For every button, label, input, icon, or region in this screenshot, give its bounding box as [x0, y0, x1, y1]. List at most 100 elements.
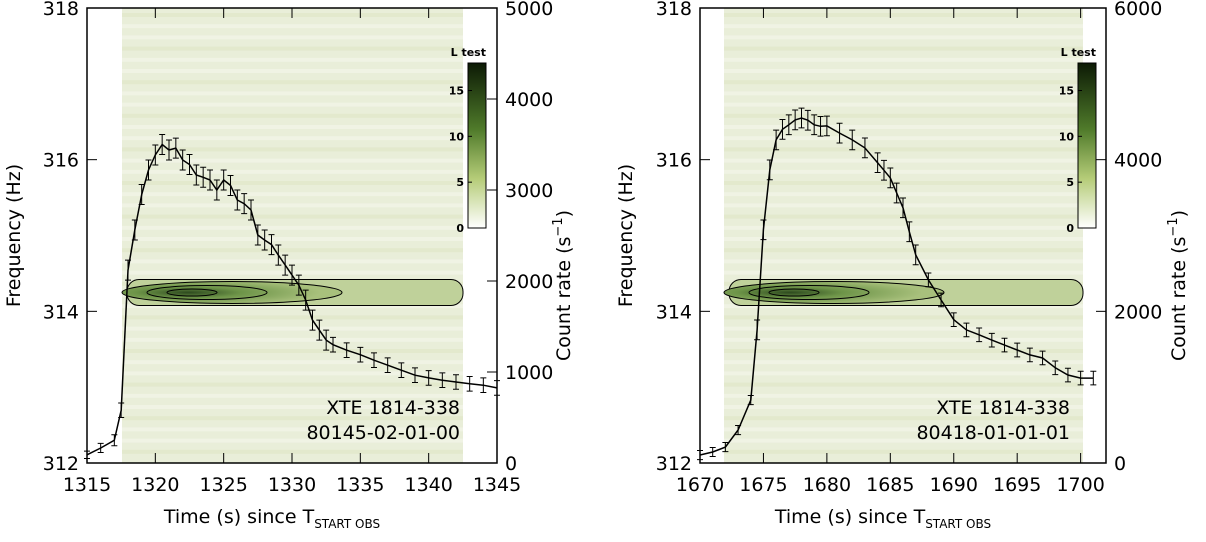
error-bar — [357, 346, 364, 363]
y-tick-label: 314 — [656, 301, 692, 323]
error-bar — [773, 129, 780, 151]
x-axis-label: Time (s) since TSTART OBS — [163, 506, 380, 531]
y2-axis-label-sup: −1 — [551, 217, 566, 236]
spectrum-streak — [122, 80, 463, 85]
annotation: 80145-02-01-00 — [306, 422, 460, 444]
x-tick-label: 1335 — [336, 474, 384, 496]
error-bar — [248, 199, 254, 221]
spectrum-streak — [122, 416, 463, 421]
error-bar — [976, 327, 983, 343]
error-bar — [275, 244, 282, 266]
error-bar — [709, 446, 716, 458]
spectrum-streak — [122, 91, 463, 96]
spectrum-streak — [122, 259, 463, 264]
y2-axis-label-main: Count rate (s — [553, 237, 575, 361]
error-bar — [152, 144, 159, 166]
error-bar — [384, 357, 391, 373]
error-bar — [1026, 347, 1033, 363]
spectrum-streak — [724, 416, 1083, 421]
spectrum-streak — [122, 427, 463, 432]
error-bar — [398, 362, 405, 378]
error-bar — [747, 395, 754, 406]
y2-axis-label-sup: −1 — [1166, 217, 1181, 236]
spectrum-streak — [122, 102, 463, 107]
error-bar — [343, 342, 350, 358]
x-tick-label: 1695 — [993, 474, 1041, 496]
x-tick-label: 1685 — [866, 474, 914, 496]
x-tick-label: 1690 — [930, 474, 978, 496]
signal-contour — [146, 285, 268, 300]
error-bar — [118, 402, 125, 418]
spectrum-streak — [724, 57, 1083, 62]
error-bar — [145, 159, 152, 181]
spectrum-streak — [724, 91, 1083, 96]
x-axis-label-sub: START OBS — [925, 517, 991, 531]
spectrum-streak — [724, 24, 1083, 29]
error-bar — [138, 184, 145, 206]
error-bar — [261, 229, 268, 251]
y2-tick-label: 4000 — [1114, 150, 1162, 172]
spectrum-streak — [122, 35, 463, 40]
error-bar — [1014, 342, 1021, 358]
signal-contour — [748, 285, 870, 300]
x-axis-label-main: Time (s) since T — [774, 506, 926, 528]
error-bar — [817, 115, 824, 137]
y-axis-label: Frequency (Hz) — [3, 164, 25, 307]
error-bar — [779, 118, 786, 140]
spectrum-streak — [122, 449, 463, 454]
y2-axis-label-end: ) — [1168, 210, 1190, 217]
error-bar — [234, 189, 241, 211]
x-tick-label: 1680 — [803, 474, 851, 496]
spectrum-streak — [122, 337, 463, 342]
error-bar — [480, 377, 487, 393]
error-bar — [166, 139, 172, 161]
spectrum-streak — [122, 371, 463, 376]
spectrum-streak — [122, 304, 463, 309]
y-tick-label: 318 — [43, 0, 79, 20]
error-bar — [1077, 370, 1084, 386]
error-bar — [792, 109, 799, 131]
y-tick-label: 316 — [656, 150, 692, 172]
error-bar — [159, 133, 166, 156]
spectrum-streak — [122, 192, 463, 197]
spectrum-streak — [122, 158, 463, 163]
y-axis-label: Frequency (Hz) — [615, 164, 637, 307]
colorbar-tick-label: 10 — [449, 130, 465, 143]
spectrum-streak — [122, 393, 463, 398]
error-bar — [309, 309, 316, 331]
x-tick-label: 1670 — [676, 474, 724, 496]
spectrum-streak — [724, 248, 1083, 253]
spectrum-streak — [724, 181, 1083, 185]
spectrum-streak — [122, 57, 463, 62]
error-bar — [323, 329, 330, 351]
annotation: XTE 1814-338 — [326, 397, 460, 419]
y-tick-label: 318 — [656, 0, 692, 20]
error-bar — [330, 336, 336, 353]
spectrum-streak — [724, 237, 1083, 241]
spectrum-streak — [122, 225, 463, 230]
x-tick-label: 1330 — [268, 474, 316, 496]
spectrum-streak — [122, 113, 463, 118]
spectrum-streak — [724, 158, 1083, 163]
y-tick-label: 316 — [43, 150, 79, 172]
error-bar — [268, 234, 275, 256]
spectrum-streak — [122, 181, 463, 185]
error-bar — [785, 114, 792, 136]
spectrum-streak — [724, 393, 1083, 398]
spectrum-streak — [122, 136, 463, 141]
y2-tick-label: 1000 — [505, 362, 553, 384]
error-bar — [880, 159, 887, 181]
error-bar — [1001, 337, 1008, 353]
colorbar-label: L test — [1061, 46, 1096, 59]
spectrum-streak — [724, 438, 1083, 443]
spectrum-streak — [122, 382, 463, 387]
y2-axis-label-main: Count rate (s — [1168, 237, 1190, 361]
error-bar — [282, 254, 289, 276]
error-bar — [1052, 360, 1059, 376]
y2-tick-label: 0 — [1114, 453, 1126, 475]
error-bar — [950, 312, 957, 327]
error-bar — [439, 372, 446, 388]
spectrum-streak — [724, 371, 1083, 376]
error-bar — [697, 449, 703, 461]
